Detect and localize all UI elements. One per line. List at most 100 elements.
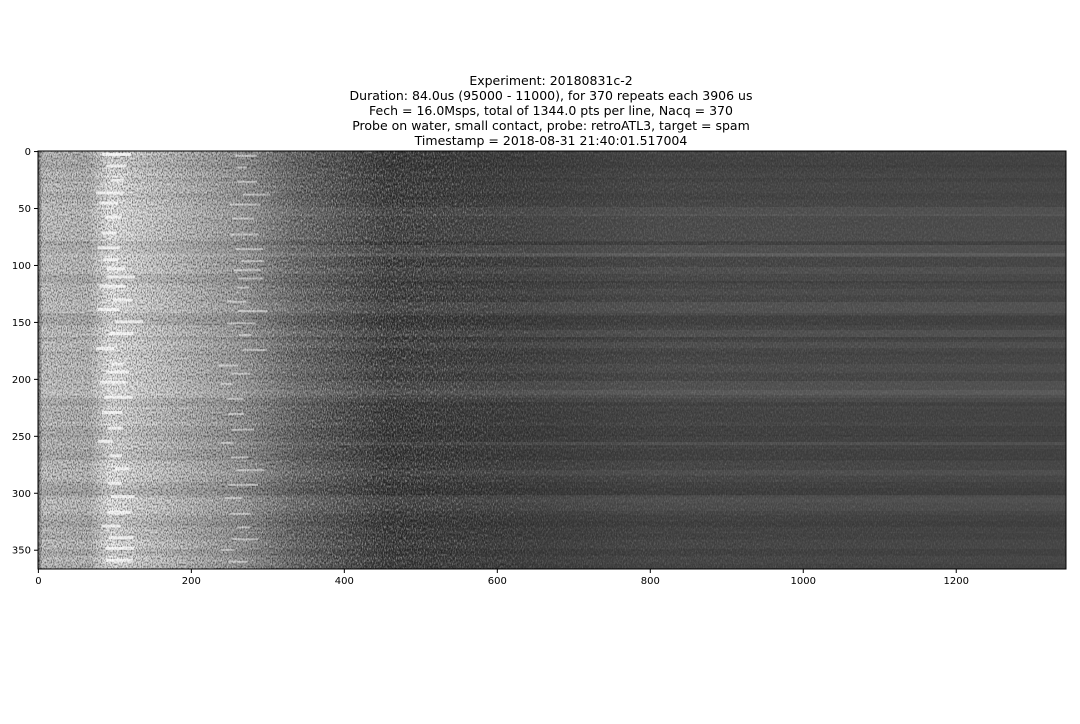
image-streak	[228, 412, 245, 415]
image-band	[41, 449, 1066, 461]
y-tick-label: 250	[12, 432, 31, 443]
image-streak	[220, 382, 232, 385]
image-streak	[242, 349, 267, 352]
image-band	[41, 274, 1066, 284]
image-streak	[109, 454, 122, 458]
image-streak	[237, 310, 268, 313]
image-band	[41, 313, 1066, 326]
image-bands	[41, 151, 1066, 569]
image-band	[41, 178, 1066, 182]
image-streak	[229, 233, 259, 236]
image-streak	[221, 441, 234, 444]
image-band	[41, 533, 1066, 540]
image	[38, 151, 1066, 569]
image-streak	[96, 347, 115, 351]
image-streak	[115, 320, 143, 324]
image-streak	[109, 332, 134, 336]
image-streak	[228, 560, 248, 563]
image-band	[41, 337, 1066, 340]
x-tick-label: 0	[35, 576, 41, 587]
image-streak	[237, 286, 250, 289]
image-streak	[230, 456, 249, 459]
image-band	[41, 342, 1066, 349]
image-band	[41, 241, 1066, 255]
image-streak	[108, 426, 123, 430]
image-streak	[235, 155, 257, 157]
image-streak	[237, 180, 258, 183]
image-streak	[237, 526, 250, 529]
image-band	[41, 229, 1066, 242]
noise-dark	[38, 151, 1066, 569]
image-streak	[111, 178, 124, 182]
image-streak	[102, 153, 131, 156]
image-streak	[221, 548, 234, 551]
image-band	[41, 330, 1066, 338]
image-streak	[110, 495, 135, 499]
image-band	[41, 470, 1066, 476]
image-band	[41, 459, 1066, 461]
image-streak	[96, 191, 124, 195]
image-band	[41, 381, 1066, 395]
image-streak	[108, 536, 134, 540]
image-streak	[102, 231, 116, 235]
image-band	[41, 426, 1066, 437]
image-streak	[226, 397, 244, 400]
image-band	[41, 482, 1066, 496]
image-band	[41, 488, 1066, 498]
image-noise	[38, 151, 1066, 569]
y-tick-label: 350	[12, 546, 31, 557]
title-line: Experiment: 20180831c-2	[469, 73, 632, 88]
image-band	[41, 398, 1066, 407]
image-band	[41, 435, 1066, 448]
y-tick-label: 100	[12, 261, 31, 272]
image-streak	[114, 467, 129, 471]
image-streak	[99, 201, 118, 205]
title-line: Timestamp = 2018-08-31 21:40:01.517004	[414, 133, 688, 148]
y-tick-label: 0	[25, 147, 31, 158]
image-streak	[238, 277, 264, 280]
image-band	[41, 503, 1066, 511]
x-tick-label: 600	[488, 576, 507, 587]
image-band	[41, 302, 1066, 316]
image-streak	[97, 308, 120, 312]
title-line: Duration: 84.0us (95000 - 11000), for 37…	[350, 88, 753, 103]
y-tick-label: 150	[12, 318, 31, 329]
image-band	[41, 352, 1066, 355]
title-line: Probe on water, small contact, probe: re…	[352, 118, 750, 133]
title-line: Fech = 16.0Msps, total of 1344.0 pts per…	[369, 103, 733, 118]
image-band	[41, 289, 1066, 295]
image-band	[41, 151, 1066, 154]
image-streak	[101, 524, 121, 528]
image-streak	[106, 370, 129, 374]
image-band	[41, 207, 1066, 217]
image-streak	[225, 497, 243, 500]
x-tick-label: 1000	[791, 576, 816, 587]
image-band	[41, 390, 1066, 403]
image-streak	[107, 267, 126, 271]
image-streak	[236, 248, 264, 251]
image-band	[41, 155, 1066, 168]
image-band	[41, 220, 1066, 229]
image-streak	[100, 284, 126, 288]
image-band	[41, 442, 1066, 446]
image-streak	[232, 217, 255, 220]
image-band	[41, 521, 1066, 532]
x-tick-label: 1200	[944, 576, 969, 587]
image-band	[41, 165, 1066, 173]
image-streak	[230, 512, 251, 515]
x-tick-label: 200	[182, 576, 201, 587]
image-streak	[97, 246, 120, 250]
image-streak	[100, 380, 127, 384]
image-streak	[98, 439, 113, 443]
image-streak	[238, 334, 252, 337]
image-band	[41, 214, 1066, 220]
image-band	[41, 364, 1066, 373]
image-streak	[236, 166, 247, 169]
image-streak	[105, 215, 121, 219]
image-band	[41, 193, 1066, 200]
image-streak	[103, 258, 119, 262]
image-band	[41, 495, 1066, 503]
image-band	[41, 245, 1066, 256]
